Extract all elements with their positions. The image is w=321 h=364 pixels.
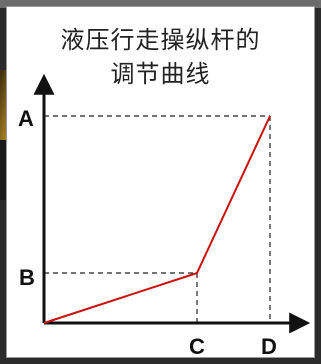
- label-c: C: [189, 334, 205, 359]
- label-d: D: [261, 334, 277, 359]
- diagram-panel: [6, 6, 315, 358]
- diagram-title-line2: 调节曲线: [110, 60, 211, 88]
- diagram-title-line1: 液压行走操纵杆的: [60, 26, 261, 54]
- adjustment-curve: [43, 115, 271, 324]
- label-b: B: [19, 265, 35, 290]
- label-a: A: [18, 106, 34, 131]
